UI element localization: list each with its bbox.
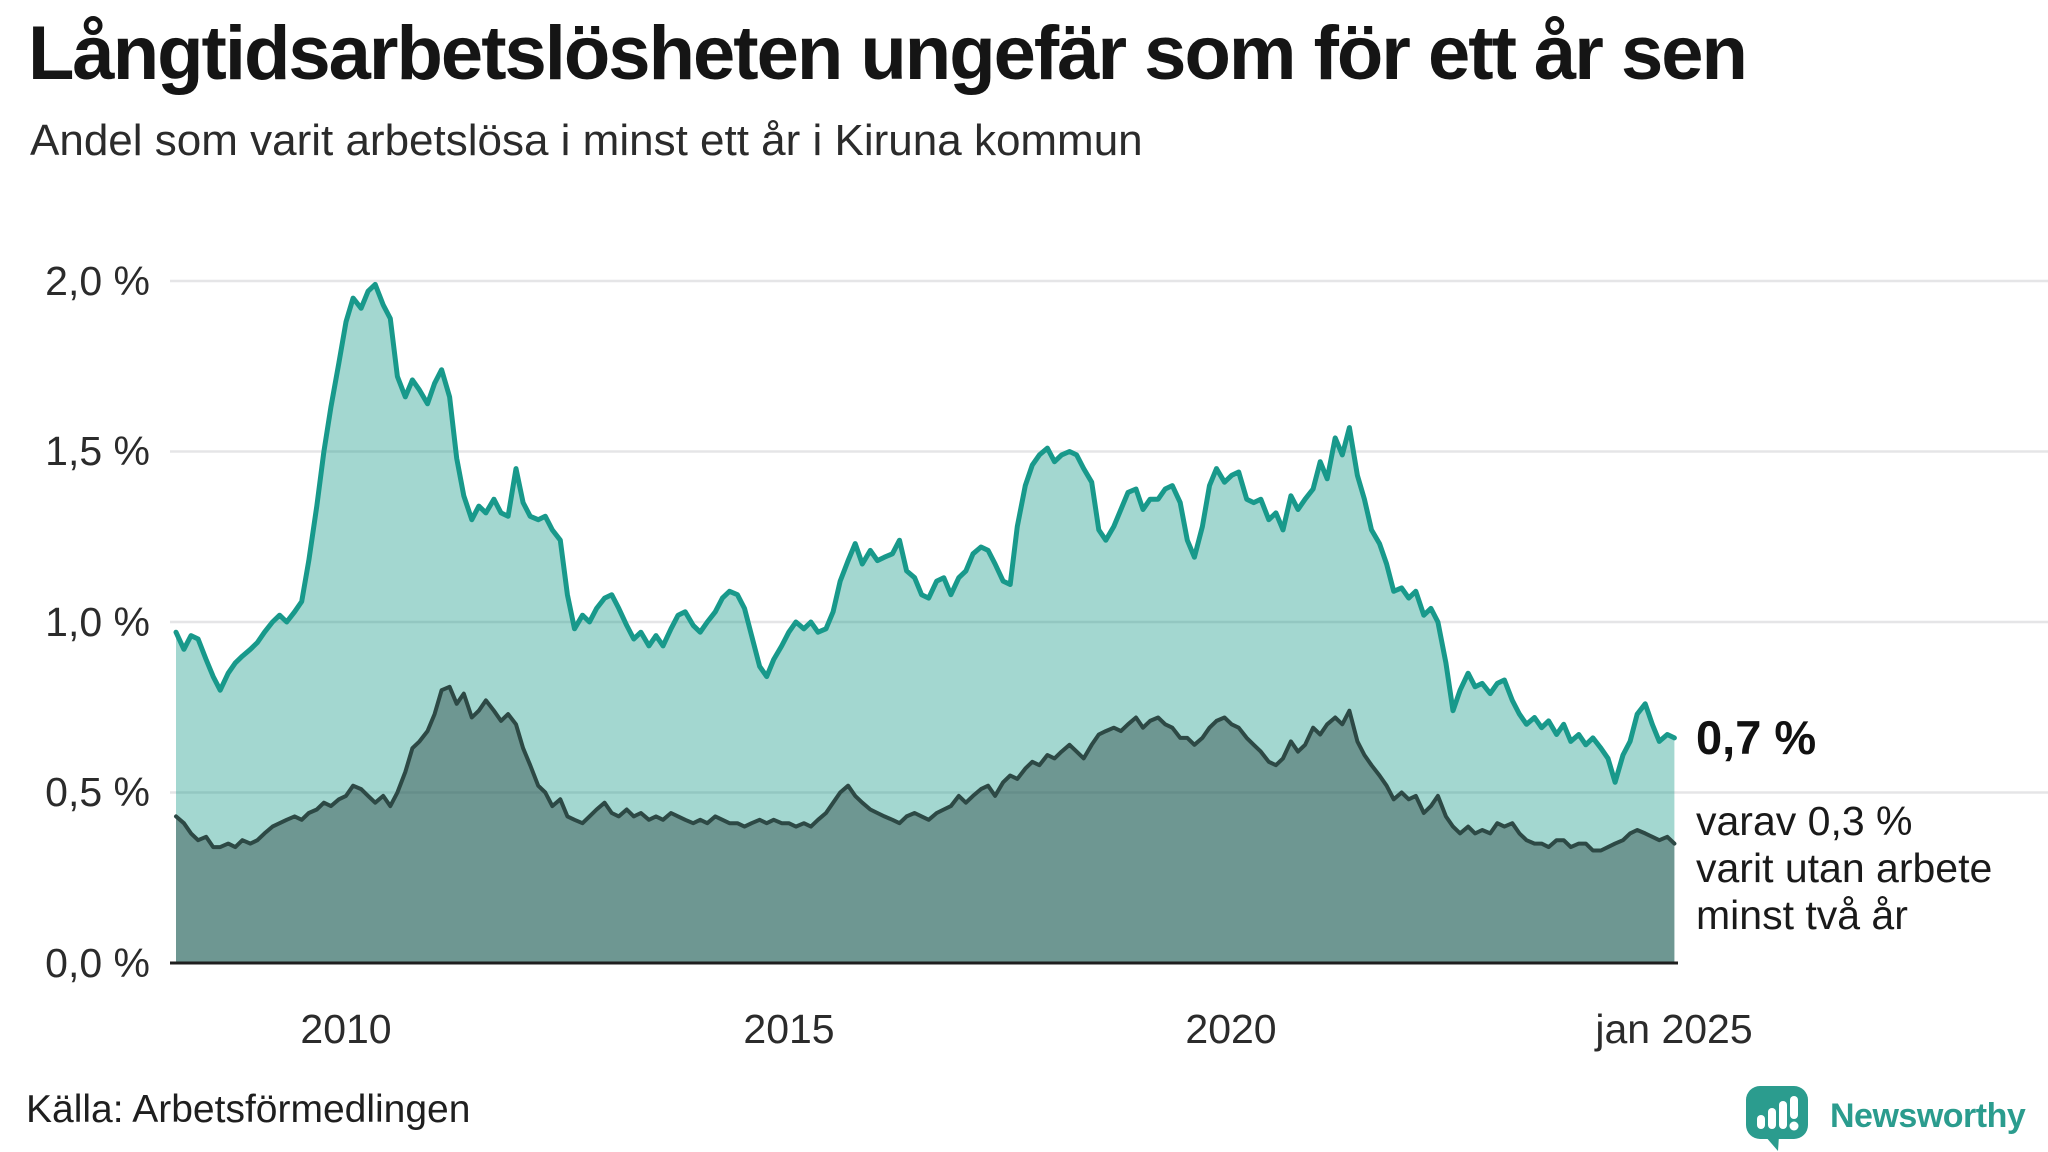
y-tick-label-0-5: 0,5 % [45, 769, 150, 815]
gridlines [170, 279, 2048, 794]
source-note: Källa: Arbetsförmedlingen [26, 1088, 471, 1131]
newsworthy-logo: Newsworthy [1744, 1084, 2044, 1152]
sublabel-line-3: minst två år [1696, 892, 1908, 938]
series-two-year-area [176, 686, 1675, 963]
bar-chart-speech-bubble-icon [1746, 1086, 1808, 1151]
y-tick-label-1-5: 1,5 % [45, 428, 150, 474]
page-subtitle: Andel som varit arbetslösa i minst ett å… [30, 116, 1143, 165]
newsworthy-wordmark: Newsworthy [1830, 1097, 2026, 1135]
x-tick-label-jan-2025: jan 2025 [1595, 1006, 1753, 1052]
y-tick-label-1-0: 1,0 % [45, 599, 150, 645]
series-two-year-line [174, 684, 1677, 853]
y-tick-label-2-0: 2,0 % [45, 258, 150, 304]
x-tick-label-2015: 2015 [743, 1006, 835, 1052]
latest-value-label: 0,7 % [1696, 711, 1817, 764]
series-one-year-area [176, 284, 1675, 963]
sublabel-line-2: varit utan arbete [1696, 845, 1993, 891]
x-tick-label-2020: 2020 [1185, 1006, 1277, 1052]
series-one-year-line [173, 281, 1677, 785]
x-tick-label-2010: 2010 [300, 1006, 392, 1052]
y-tick-label-0-0: 0,0 % [45, 940, 150, 986]
latest-value-sublabel: varav 0,3 % varit utan arbete minst två … [1696, 798, 1992, 939]
sublabel-line-1: varav 0,3 % [1696, 798, 1913, 844]
page-title: Långtidsarbetslösheten ungefär som för e… [28, 11, 1748, 96]
